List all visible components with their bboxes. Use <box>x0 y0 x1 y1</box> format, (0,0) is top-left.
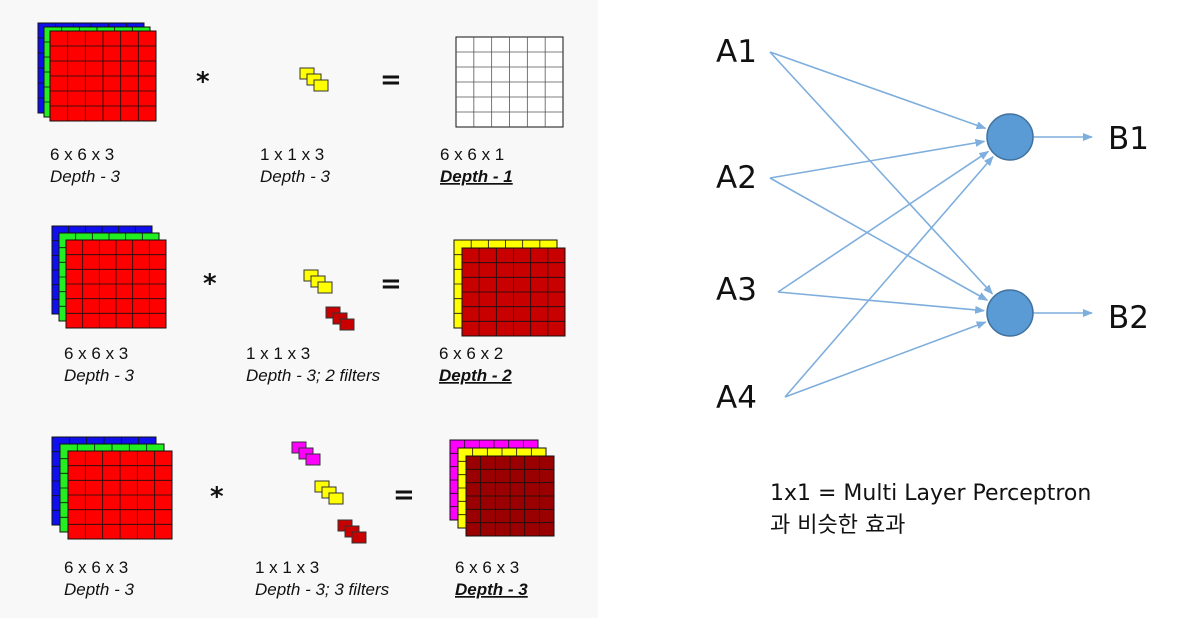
row1-filter-cube-3 <box>313 79 329 92</box>
row1-input-depth: Depth - 3 <box>50 167 120 186</box>
row2-filter-yellow-cube-3 <box>317 281 333 294</box>
row3-filter-red-cube-3 <box>351 531 367 544</box>
row3-input-size: 6 x 6 x 3 <box>64 558 128 577</box>
row2-filter-size: 1 x 1 x 3 <box>246 344 310 363</box>
input-node-a4-label: A4 <box>716 380 757 416</box>
row3-output-depth: Depth - 3 <box>455 580 528 599</box>
row3-filter-size: 1 x 1 x 3 <box>255 558 319 577</box>
edge-a4-to-node1 <box>784 155 994 398</box>
hidden-node-2 <box>986 289 1034 337</box>
hidden-node-1 <box>986 113 1034 161</box>
row1-filter-size: 1 x 1 x 3 <box>260 145 324 164</box>
input-node-a1-label: A1 <box>716 34 757 70</box>
output-node-b2-label: B2 <box>1108 300 1149 336</box>
row2-equals: = <box>380 269 402 299</box>
mlp-note-line1: 1x1 = Multi Layer Perceptron <box>770 481 1091 506</box>
row2-output-size: 6 x 6 x 2 <box>439 344 503 363</box>
row3-input-depth: Depth - 3 <box>64 580 134 599</box>
edge-a1-to-node2 <box>769 51 994 295</box>
row2-filter-red-cube-3 <box>339 318 355 331</box>
diagram-shapes <box>37 22 1093 544</box>
row1-output-depth: Depth - 1 <box>440 167 513 186</box>
row2-filter-depth: Depth - 3; 2 filters <box>246 366 381 385</box>
row3-output-volume-layer-3-lines <box>466 456 554 536</box>
row3-filter-depth: Depth - 3; 3 filters <box>255 580 390 599</box>
row2-output-volume-layer-2-lines <box>462 248 565 336</box>
output-node-b1-label: B1 <box>1108 121 1149 157</box>
row2-output-depth: Depth - 2 <box>439 366 512 385</box>
input-node-a2-label: A2 <box>716 160 757 196</box>
row3-operator: * <box>210 482 224 512</box>
row2-input-depth: Depth - 3 <box>64 366 134 385</box>
edge-a4-to-node2 <box>784 321 987 398</box>
edge-a2-to-node1 <box>769 138 986 179</box>
row1-output-size: 6 x 6 x 1 <box>440 145 504 164</box>
row2-operator: * <box>203 269 217 299</box>
edge-a2-to-node2 <box>769 177 989 301</box>
row3-output-size: 6 x 6 x 3 <box>455 558 519 577</box>
row1-output-map-lines <box>456 37 563 127</box>
mlp-note-line2: 과 비슷한 효과 <box>770 513 905 538</box>
row3-filter-magenta-cube-3 <box>305 453 321 466</box>
row3-filter-yellow-cube-3 <box>328 492 344 505</box>
edge-a3-to-node1 <box>777 150 990 293</box>
row1-equals: = <box>380 65 402 95</box>
edge-a3-to-node2 <box>777 291 986 314</box>
row2-input-size: 6 x 6 x 3 <box>64 344 128 363</box>
row1-input-size: 6 x 6 x 3 <box>50 145 114 164</box>
edge-a1-to-node1 <box>769 51 987 130</box>
input-node-a3-label: A3 <box>716 272 757 308</box>
row1-input-volume-layer-3-lines <box>50 31 156 121</box>
row1-operator: * <box>196 67 210 97</box>
row3-input-volume-layer-3-lines <box>68 451 172 539</box>
row1-filter-depth: Depth - 3 <box>260 167 330 186</box>
row3-equals: = <box>393 480 415 510</box>
row2-input-volume-layer-3-lines <box>66 240 166 328</box>
